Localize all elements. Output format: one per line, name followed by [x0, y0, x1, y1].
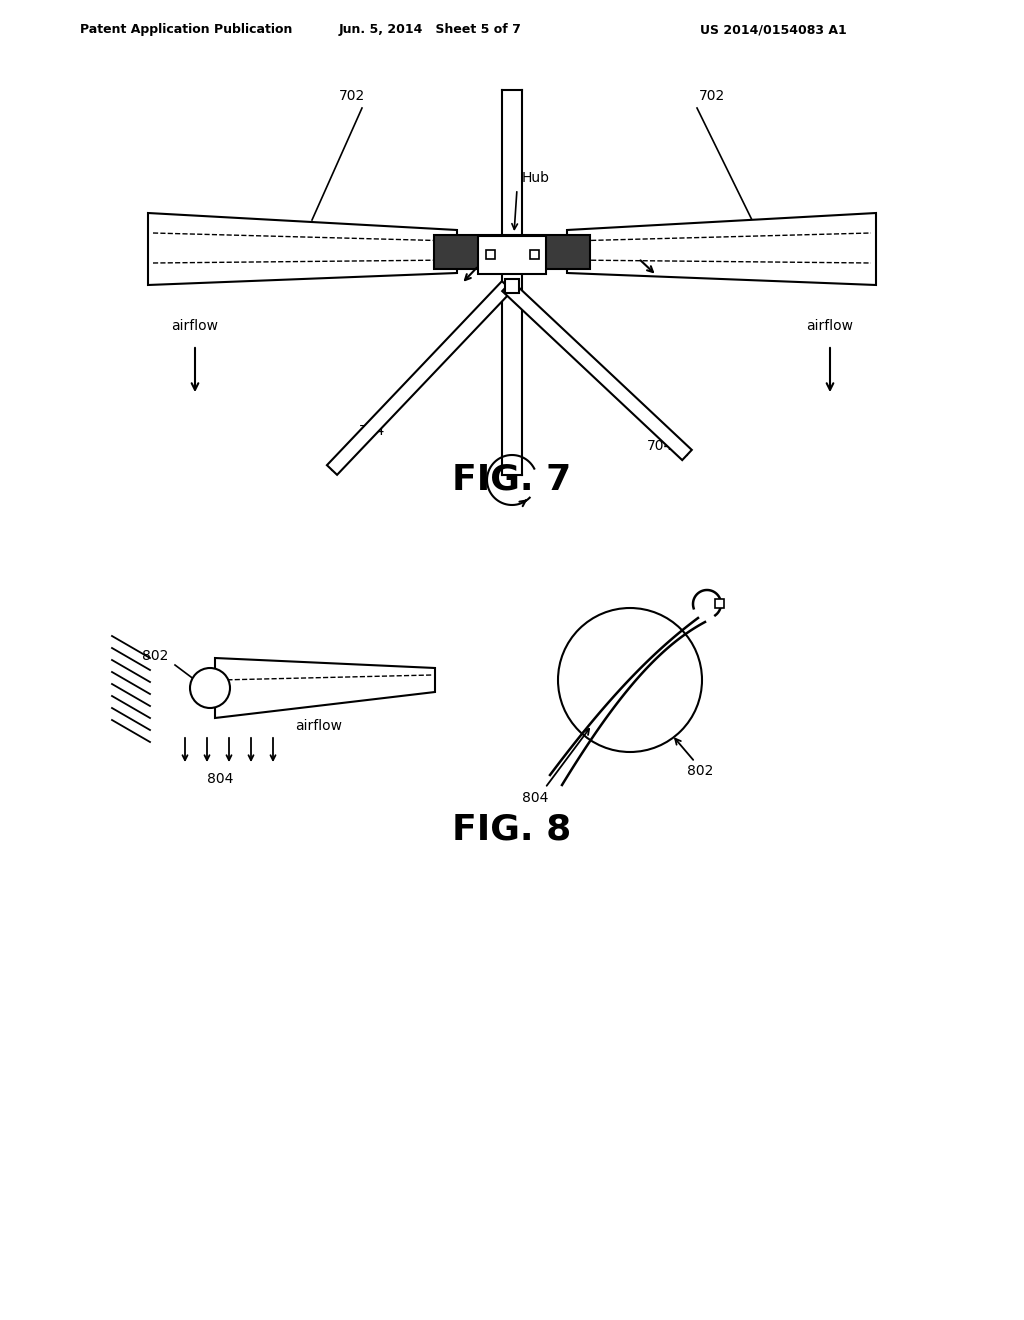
Polygon shape — [502, 281, 692, 461]
Polygon shape — [567, 213, 876, 285]
Text: Patent Application Publication: Patent Application Publication — [80, 24, 293, 37]
Text: 702: 702 — [339, 88, 366, 103]
Circle shape — [190, 668, 230, 708]
Text: 804: 804 — [522, 791, 548, 805]
Text: Jun. 5, 2014   Sheet 5 of 7: Jun. 5, 2014 Sheet 5 of 7 — [339, 24, 521, 37]
Text: 802: 802 — [687, 764, 713, 777]
Bar — [505, 279, 519, 293]
Text: 802: 802 — [141, 649, 168, 663]
Text: FIG. 7: FIG. 7 — [453, 463, 571, 498]
Circle shape — [558, 609, 702, 752]
Polygon shape — [215, 657, 435, 718]
Text: airflow: airflow — [295, 719, 342, 733]
Text: airflow: airflow — [171, 319, 218, 333]
Text: US 2014/0154083 A1: US 2014/0154083 A1 — [700, 24, 847, 37]
Polygon shape — [327, 281, 512, 475]
Bar — [530, 249, 539, 259]
Text: 702: 702 — [698, 88, 725, 103]
Text: 704: 704 — [358, 424, 385, 438]
Bar — [478, 236, 546, 275]
Bar — [486, 249, 495, 259]
Polygon shape — [148, 213, 457, 285]
Bar — [715, 599, 724, 609]
Text: Hub: Hub — [522, 172, 550, 185]
Text: airflow: airflow — [807, 319, 853, 333]
Text: FIG. 8: FIG. 8 — [453, 813, 571, 847]
Text: 804: 804 — [207, 772, 233, 785]
Text: 704: 704 — [647, 440, 673, 453]
Bar — [434, 235, 590, 269]
